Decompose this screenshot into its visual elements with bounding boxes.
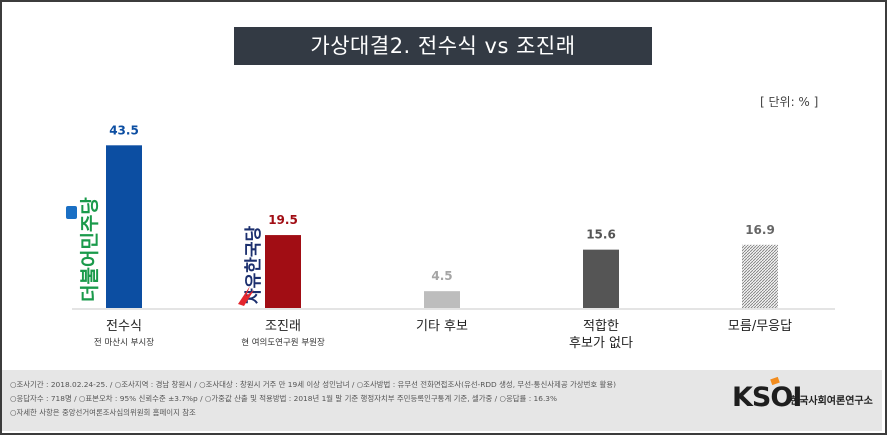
category-label-2: 조진래 xyxy=(265,319,301,334)
category-label-3: 기타 후보 xyxy=(416,319,468,334)
value-label-3: 4.5 xyxy=(431,269,452,283)
bar-5 xyxy=(742,244,778,308)
survey-info-line-1: ○조사기간 : 2018.02.24-25. / ○조사지역 : 경남 창원시 … xyxy=(10,380,617,389)
bar-3 xyxy=(424,291,460,308)
category-label-4: 적합한 후보가 없다 xyxy=(569,319,633,351)
value-label-1: 43.5 xyxy=(109,123,139,137)
value-label-4: 15.6 xyxy=(586,228,616,242)
category-subtitle-2: 현 여의도연구원 부원장 xyxy=(241,337,325,348)
liberty-korea-torch-icon xyxy=(238,286,254,306)
ksoi-logo: KSOI xyxy=(732,382,802,413)
survey-info-line-2: ○응답자수 : 718명 / ○표본오차 : 95% 신뢰수준 ±3.7%p /… xyxy=(10,394,558,403)
category-label-1: 전수식 xyxy=(106,319,142,334)
value-label-2: 19.5 xyxy=(268,213,298,227)
democratic-party-mark-icon xyxy=(66,206,77,219)
democratic-party-logo: 더불어민주당 xyxy=(79,197,101,302)
survey-info-line-3: ○자세한 사항은 중앙선거여론조사심의위원회 홈페이지 참조 xyxy=(10,408,196,417)
bar-2 xyxy=(265,235,301,308)
unit-label: [ 단위: % ] xyxy=(760,95,819,109)
value-label-5: 16.9 xyxy=(745,223,775,237)
liberty-korea-party-logo: 자유한국당 xyxy=(244,225,264,304)
bar-1 xyxy=(106,145,142,308)
category-label-5: 모름/무응답 xyxy=(728,319,792,334)
org-name: 한국사회여론연구소 xyxy=(790,396,873,407)
bar-4 xyxy=(583,249,619,308)
survey-footer: ○조사기간 : 2018.02.24-25. / ○조사지역 : 경남 창원시 … xyxy=(2,370,882,431)
category-subtitle-1: 전 마산시 부시장 xyxy=(94,337,154,348)
chart-title: 가상대결2. 전수식 vs 조진래 xyxy=(234,27,652,65)
